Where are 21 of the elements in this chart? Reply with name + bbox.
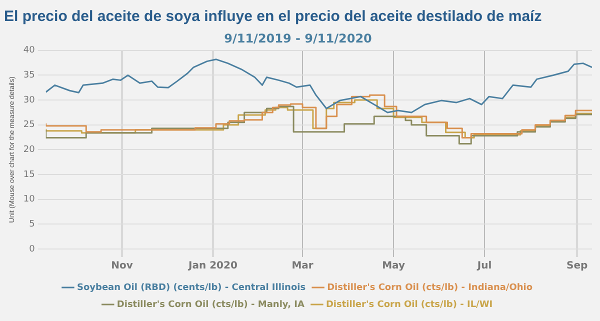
y-tick-label: 20 — [23, 145, 36, 156]
legend-label: Distiller's Corn Oil (cts/lb) - Indiana/Ohio — [327, 282, 533, 293]
y-tick-label: 25 — [23, 120, 35, 130]
x-tick-label: May — [382, 260, 406, 272]
y-tick-label: 15 — [23, 170, 35, 180]
chart-title: El precio del aceite de soya influye en el precio del aceite destilado de maíz — [4, 8, 542, 26]
x-tick-label: Nov — [111, 260, 134, 272]
x-tick-label: Jan 2020 — [188, 260, 238, 272]
y-tick-label: 5 — [29, 220, 35, 230]
y-tick-label: 30 — [23, 95, 36, 106]
chart-subtitle: 9/11/2019 - 9/11/2020 — [224, 31, 372, 46]
y-tick-label: 10 — [23, 194, 36, 205]
legend-label: Distiller's Corn Oil (cts/lb) - IL/WI — [326, 300, 493, 310]
legend-label: Distiller's Corn Oil (cts/lb) - Manly, IA — [116, 300, 304, 310]
y-tick-label: 40 — [23, 46, 36, 56]
x-tick-label: Jul — [476, 260, 492, 272]
legend-label: Soybean Oil (RBD) (cents/lb) - Central Illinois — [76, 282, 306, 293]
y-tick-label: 35 — [23, 70, 35, 81]
x-tick-label: Sep — [566, 260, 588, 272]
x-tick-label: Mar — [292, 260, 314, 272]
y-tick-label: 0 — [29, 244, 36, 254]
